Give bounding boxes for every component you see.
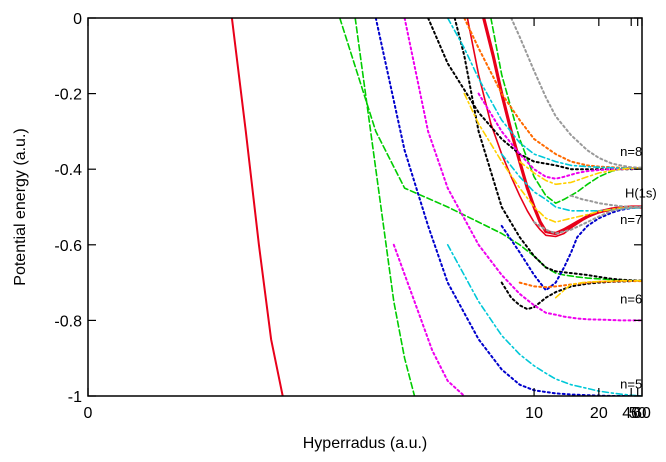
x-tick-label: 0 — [84, 405, 93, 422]
x-axis-title: Hyperradus (a.u.) — [303, 435, 428, 452]
series-line-5 — [354, 18, 416, 396]
curve-annotation: n=8 — [620, 144, 642, 159]
series-line-19 — [463, 92, 642, 223]
plot-frame — [87, 17, 643, 397]
series-line-12 — [518, 280, 642, 289]
y-axis-title: Potential energy (a.u.) — [12, 128, 29, 285]
series-line-11 — [463, 18, 642, 170]
series-line-7 — [453, 18, 642, 282]
curve-annotation: n=6 — [620, 291, 642, 306]
series-line-13 — [403, 18, 642, 322]
series-line-17 — [446, 244, 642, 396]
series-layer — [230, 18, 642, 396]
series-line-15 — [392, 243, 466, 396]
y-tick-label: -0.4 — [54, 162, 82, 179]
series-line-6 — [427, 18, 642, 171]
curve-annotation: n=7 — [620, 212, 642, 227]
curve-annotation: n=5 — [620, 376, 642, 391]
series-line-20 — [518, 160, 642, 186]
y-tick-label: 0 — [73, 11, 82, 28]
x-tick-label: 60 — [633, 405, 651, 422]
series-line-14 — [477, 92, 642, 180]
series-line-21 — [554, 279, 642, 299]
x-tick-label: 40 — [622, 405, 640, 422]
curve-annotation: H(1s) — [625, 186, 657, 201]
series-line-10 — [500, 206, 642, 292]
y-tick-label: -0.8 — [54, 313, 82, 330]
series-line-9 — [374, 18, 642, 396]
series-line-16 — [446, 18, 642, 170]
series-line-23 — [533, 206, 642, 235]
x-tick-label: 50 — [629, 405, 647, 422]
x-tick-label: 10 — [525, 405, 543, 422]
series-line-22 — [510, 18, 642, 169]
series-line-24 — [570, 194, 642, 208]
y-tick-label: -0.2 — [54, 87, 82, 104]
x-tick-label: 20 — [590, 405, 608, 422]
annotation-layer: n=8 H(1s) n=7 n=6 n=5 — [620, 144, 657, 391]
y-tick-label: -0.6 — [54, 238, 82, 255]
series-line-2 — [230, 18, 284, 396]
y-tick-label: -1 — [68, 389, 82, 406]
series-line-1 — [466, 18, 642, 238]
